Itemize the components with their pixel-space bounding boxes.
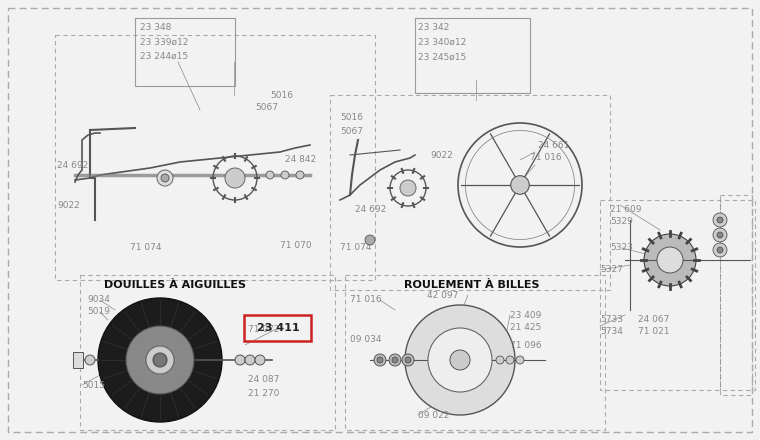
Text: 23 245ø15: 23 245ø15 [418, 52, 466, 62]
Circle shape [405, 357, 411, 363]
Text: 23 342: 23 342 [418, 23, 449, 33]
Circle shape [392, 357, 398, 363]
Text: 9022: 9022 [57, 201, 80, 209]
Text: 5016: 5016 [340, 114, 363, 122]
Circle shape [400, 180, 416, 196]
Text: 24 692: 24 692 [57, 161, 88, 169]
Text: 24 087: 24 087 [248, 375, 280, 385]
Text: 5329: 5329 [610, 217, 633, 227]
Text: 71 021: 71 021 [638, 327, 670, 337]
Bar [73, 352, 83, 368]
Bar [80, 275, 335, 430]
Text: 71 074: 71 074 [340, 243, 372, 253]
Circle shape [717, 247, 723, 253]
Text: DOUILLES À AIGUILLES: DOUILLES À AIGUILLES [104, 280, 246, 290]
Text: 5016: 5016 [270, 91, 293, 99]
Text: 71 016: 71 016 [350, 296, 382, 304]
Circle shape [389, 354, 401, 366]
Text: 5734: 5734 [600, 327, 623, 337]
Bar [330, 95, 610, 290]
Circle shape [235, 355, 245, 365]
Bar [55, 35, 375, 280]
Circle shape [377, 357, 383, 363]
Text: 71 072: 71 072 [248, 326, 280, 334]
Circle shape [255, 355, 265, 365]
Text: 24 067: 24 067 [638, 315, 670, 324]
Text: 24 692: 24 692 [355, 205, 386, 214]
Circle shape [713, 228, 727, 242]
Text: 23 244ø15: 23 244ø15 [140, 51, 188, 60]
Text: 23 409: 23 409 [510, 311, 541, 319]
Bar [720, 195, 752, 395]
Text: 09 034: 09 034 [350, 335, 382, 345]
Circle shape [157, 170, 173, 186]
Bar [135, 18, 235, 86]
Text: 21 425: 21 425 [510, 323, 541, 333]
Circle shape [496, 356, 504, 364]
Circle shape [713, 213, 727, 227]
Circle shape [126, 326, 194, 394]
Text: 71 096: 71 096 [510, 341, 542, 349]
Circle shape [717, 232, 723, 238]
Circle shape [245, 355, 255, 365]
Bar [345, 275, 605, 430]
Text: 23 339ø12: 23 339ø12 [140, 37, 188, 47]
Circle shape [657, 247, 683, 273]
Circle shape [365, 235, 375, 245]
Bar [600, 200, 755, 390]
Circle shape [85, 355, 95, 365]
Text: 23 340ø12: 23 340ø12 [418, 37, 466, 47]
Circle shape [511, 176, 529, 194]
Circle shape [146, 346, 174, 374]
Circle shape [644, 234, 696, 286]
Circle shape [296, 171, 304, 179]
Text: 21 609: 21 609 [610, 205, 641, 214]
Text: 23 348: 23 348 [140, 23, 171, 33]
Text: 09 022: 09 022 [418, 411, 449, 419]
Text: 5015: 5015 [82, 381, 105, 389]
Circle shape [516, 356, 524, 364]
Text: 5019: 5019 [87, 308, 110, 316]
Circle shape [717, 217, 723, 223]
Text: 5733: 5733 [600, 315, 623, 324]
Text: 71 074: 71 074 [130, 243, 161, 253]
Circle shape [713, 243, 727, 257]
Circle shape [506, 356, 514, 364]
Circle shape [405, 305, 515, 415]
Text: 21 270: 21 270 [248, 389, 280, 397]
Text: 71 070: 71 070 [280, 241, 312, 249]
Text: 5067: 5067 [255, 103, 278, 113]
Text: 9022: 9022 [430, 150, 453, 159]
Circle shape [281, 171, 289, 179]
Circle shape [98, 298, 222, 422]
Text: 5067: 5067 [340, 126, 363, 136]
Circle shape [402, 354, 414, 366]
Text: 71 016: 71 016 [530, 154, 562, 162]
Text: 24 842: 24 842 [285, 155, 316, 165]
Text: 23 411: 23 411 [257, 323, 299, 333]
Circle shape [374, 354, 386, 366]
Text: 42 097: 42 097 [427, 290, 458, 300]
Circle shape [153, 353, 167, 367]
Text: 5323: 5323 [610, 243, 633, 253]
Circle shape [161, 174, 169, 182]
Circle shape [428, 328, 492, 392]
Text: 9034: 9034 [87, 296, 110, 304]
Text: 24 661: 24 661 [538, 140, 569, 150]
Text: ROULEMENT À BILLES: ROULEMENT À BILLES [404, 280, 540, 290]
Circle shape [225, 168, 245, 188]
Bar [415, 18, 530, 93]
Circle shape [450, 350, 470, 370]
Text: 5327: 5327 [600, 265, 623, 275]
Bar [244, 315, 311, 341]
Circle shape [266, 171, 274, 179]
